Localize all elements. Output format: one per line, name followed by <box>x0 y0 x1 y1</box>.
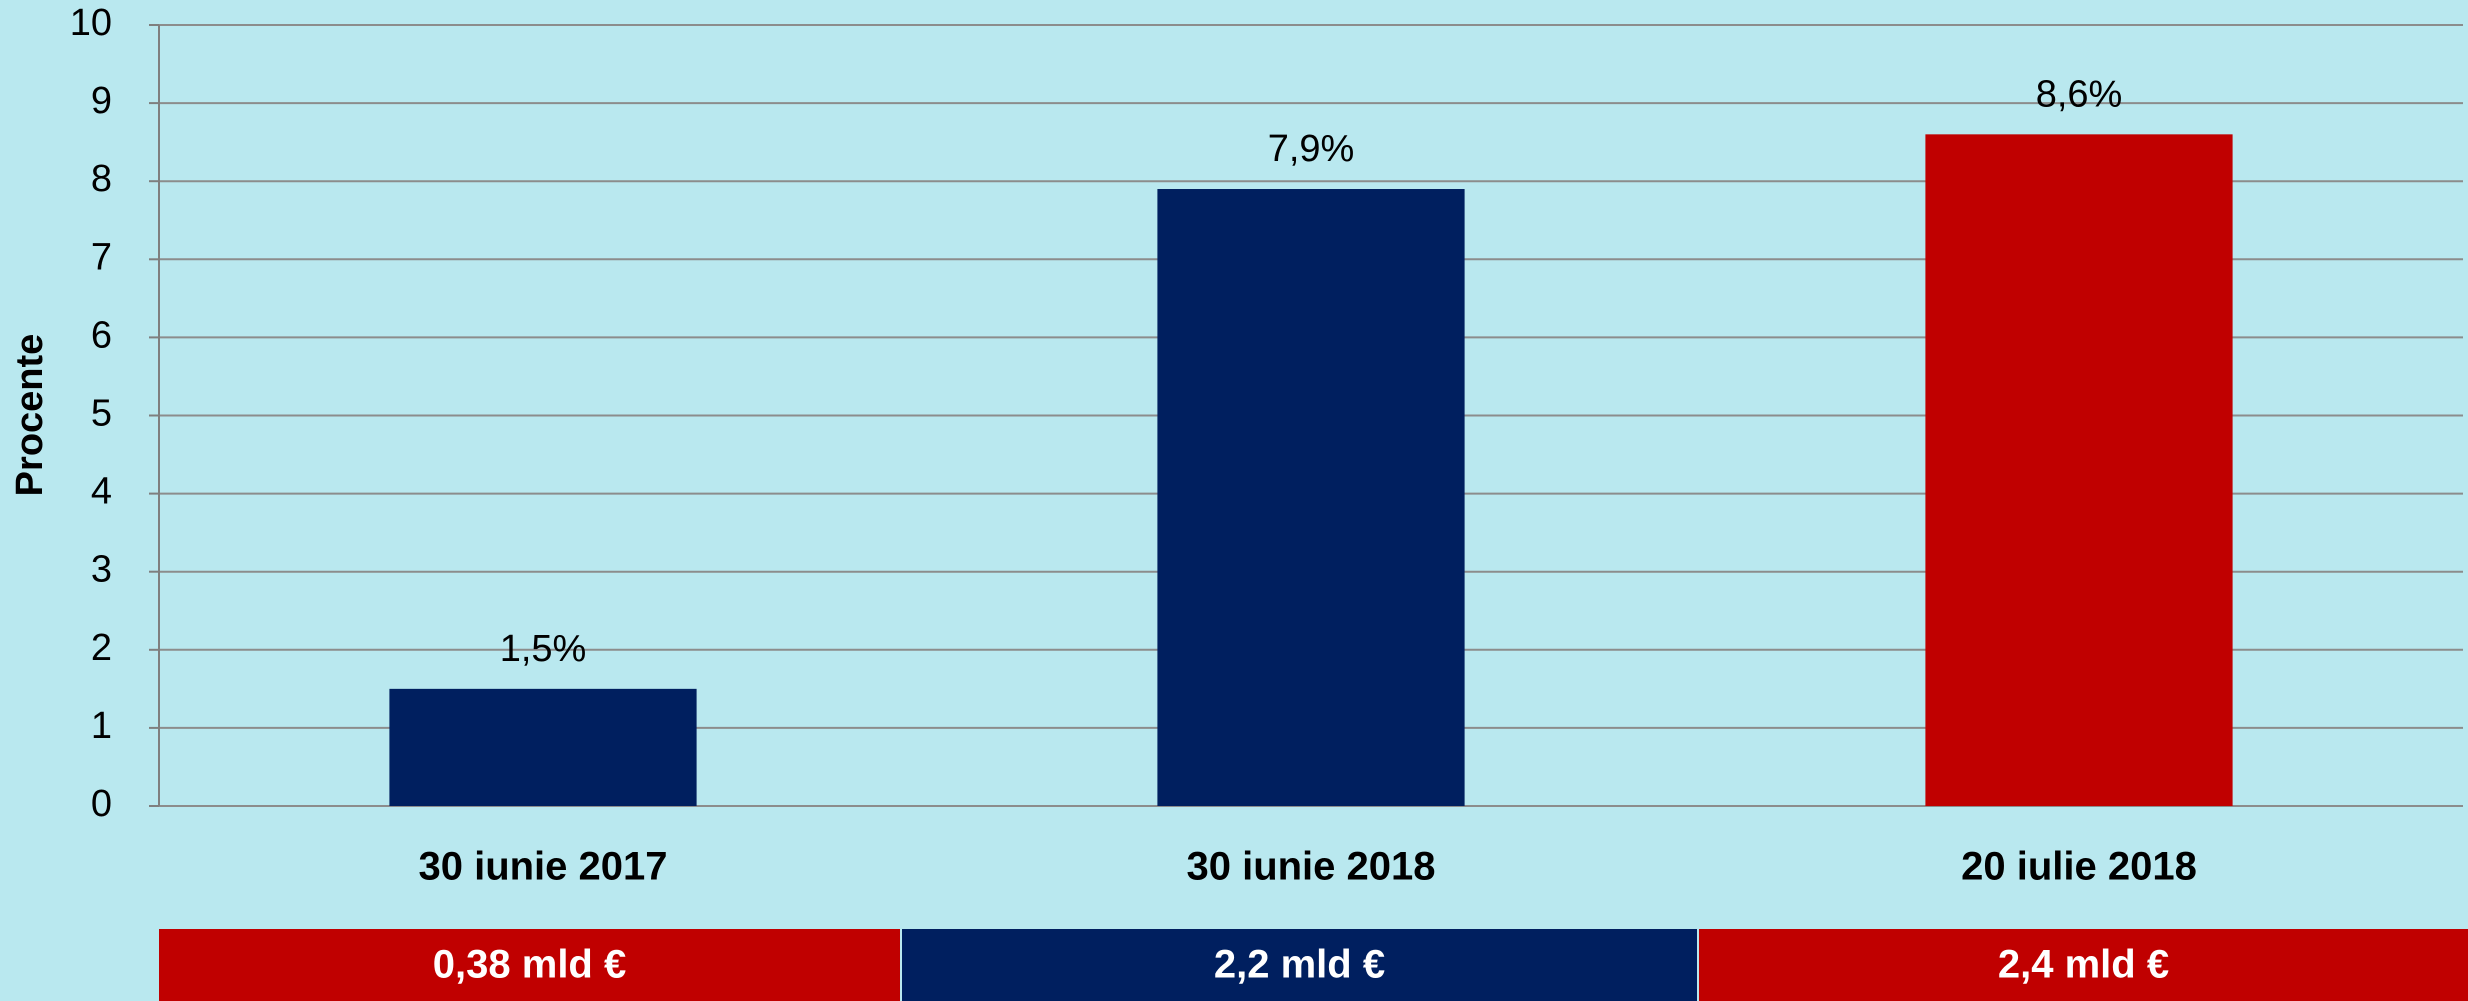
bar <box>389 688 697 806</box>
y-tick-label: 7 <box>91 236 112 278</box>
value-label: 7,9% <box>1268 128 1355 170</box>
footer-box <box>159 929 900 1001</box>
bar <box>1157 189 1465 806</box>
bar <box>1925 134 2233 807</box>
y-tick-label: 9 <box>91 80 112 122</box>
footer-box-label: 2,2 mld € <box>1214 943 1385 987</box>
y-axis-label: Procente <box>9 334 51 497</box>
y-tick-label: 8 <box>91 158 112 200</box>
footer-box <box>1699 929 2468 1001</box>
x-tick-label: 20 iulie 2018 <box>1961 845 2197 889</box>
footer-box-label: 0,38 mld € <box>433 943 626 987</box>
y-tick-label: 4 <box>91 471 112 513</box>
y-tick-label: 3 <box>91 549 112 591</box>
x-tick-label: 30 iunie 2017 <box>418 845 667 889</box>
y-tick-label: 2 <box>91 627 112 669</box>
value-label: 1,5% <box>500 628 587 670</box>
value-label: 8,6% <box>2036 73 2123 115</box>
y-tick-label: 10 <box>70 2 112 44</box>
x-tick-label: 30 iunie 2018 <box>1186 845 1435 889</box>
y-tick-label: 0 <box>91 783 112 825</box>
y-tick-label: 6 <box>91 314 112 356</box>
y-tick-label: 5 <box>91 393 112 435</box>
y-tick-label: 1 <box>91 705 112 747</box>
footer-box <box>902 929 1697 1001</box>
footer-box-label: 2,4 mld € <box>1998 943 2169 987</box>
